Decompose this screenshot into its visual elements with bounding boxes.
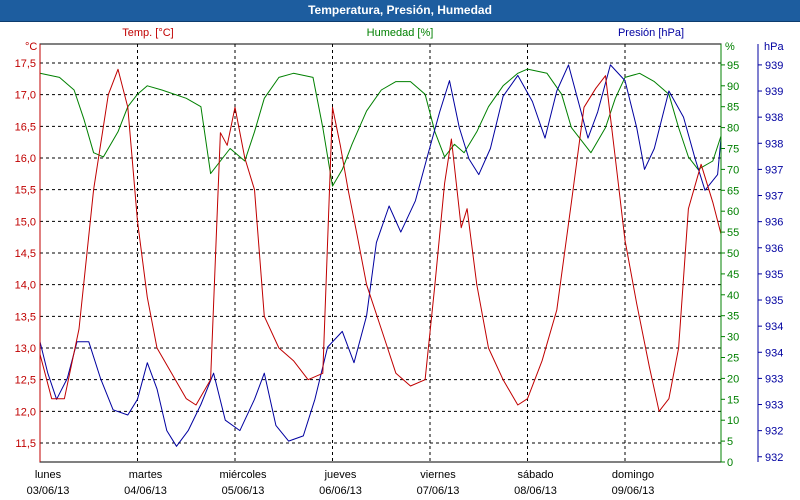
x-axis-date-label: 04/06/13 [124,485,167,497]
legend-humidity: Humedad [%] [367,27,434,39]
temperature-tick-label: 15,0 [15,216,36,228]
x-axis-day-label: miércoles [219,469,267,481]
humidity-tick-label: 75 [727,144,739,156]
humidity-tick-label: 65 [727,185,739,197]
x-axis-date-label: 07/06/13 [417,485,460,497]
temperature-axis-unit: °C [25,41,37,53]
x-axis-day-label: lunes [35,469,62,481]
humidity-tick-label: 0 [727,457,733,469]
temperature-tick-label: 14,0 [15,280,36,292]
pressure-tick-label: 934 [765,347,783,359]
humidity-tick-label: 50 [727,248,739,260]
temperature-axis-ticks: 17,5 17,0 16,5 16,0 15,5 15,0 14,5 14,0 13,5 13,0… [15,58,36,450]
pressure-tick-label: 932 [765,426,783,438]
humidity-tick-label: 45 [727,269,739,281]
x-axis-day-label: jueves [324,469,357,481]
temperature-tick-label: 16,0 [15,153,36,165]
legend-pressure: Presión [hPa] [618,27,684,39]
humidity-tick-label: 55 [727,227,739,239]
temperature-tick-label: 12,0 [15,406,36,418]
temperature-tick-label: 15,5 [15,185,36,197]
humidity-tick-label: 15 [727,394,739,406]
x-axis-date-label: 09/06/13 [612,485,655,497]
x-axis-day-label: martes [129,469,163,481]
x-axis-date-label: 08/06/13 [514,485,557,497]
x-axis-day-label: sábado [517,469,553,481]
temperature-tick-label: 17,0 [15,90,36,102]
humidity-tick-label: 35 [727,311,739,323]
humidity-axis-unit: % [725,41,735,53]
temperature-tick-label: 13,0 [15,343,36,355]
humidity-tick-label: 40 [727,290,739,302]
pressure-tick-label: 933 [765,400,783,412]
humidity-tick-label: 25 [727,353,739,365]
humidity-tick-label: 5 [727,436,733,448]
humidity-tick-label: 80 [727,123,739,135]
humidity-tick-label: 60 [727,206,739,218]
pressure-tick-label: 932 [765,452,783,464]
x-axis-date-label: 05/06/13 [222,485,265,497]
pressure-axis-ticks: 939 939 938 938 937 937 936 936 935 935 934 934 933 9… [758,60,783,464]
plot-area [39,43,722,463]
x-axis-day-label: domingo [612,469,654,481]
temperature-tick-label: 13,5 [15,311,36,323]
x-axis-date-label: 03/06/13 [27,485,70,497]
temperature-tick-label: 17,5 [15,58,36,70]
pressure-tick-label: 938 [765,138,783,150]
temperature-tick-label: 11,5 [15,438,36,450]
pressure-tick-label: 937 [765,164,783,176]
x-axis-labels: lunes 03/06/13 martes 04/06/13 miércoles 05/0… [27,469,655,497]
humidity-tick-label: 70 [727,164,739,176]
pressure-axis-unit: hPa [764,41,784,53]
humidity-tick-label: 85 [727,102,739,114]
pressure-tick-label: 933 [765,373,783,385]
pressure-tick-label: 938 [765,112,783,124]
pressure-tick-label: 935 [765,269,783,281]
humidity-tick-label: 20 [727,373,739,385]
legend-temperature: Temp. [°C] [122,27,173,39]
humidity-tick-label: 95 [727,60,739,72]
humidity-tick-label: 90 [727,81,739,93]
humidity-tick-label: 30 [727,332,739,344]
pressure-tick-label: 936 [765,243,783,255]
pressure-tick-label: 935 [765,295,783,307]
temperature-tick-label: 14,5 [15,248,36,260]
temperature-tick-label: 12,5 [15,375,36,387]
humidity-tick-label: 10 [727,415,739,427]
x-axis-day-label: viernes [420,469,456,481]
grid-lines [40,44,721,462]
x-axis-date-label: 06/06/13 [319,485,362,497]
pressure-tick-label: 939 [765,86,783,98]
temperature-tick-label: 16,5 [15,121,36,133]
pressure-tick-label: 936 [765,217,783,229]
pressure-tick-label: 939 [765,60,783,72]
pressure-tick-label: 937 [765,191,783,203]
pressure-tick-label: 934 [765,321,783,333]
window-title: Temperatura, Presión, Humedad [0,0,800,22]
